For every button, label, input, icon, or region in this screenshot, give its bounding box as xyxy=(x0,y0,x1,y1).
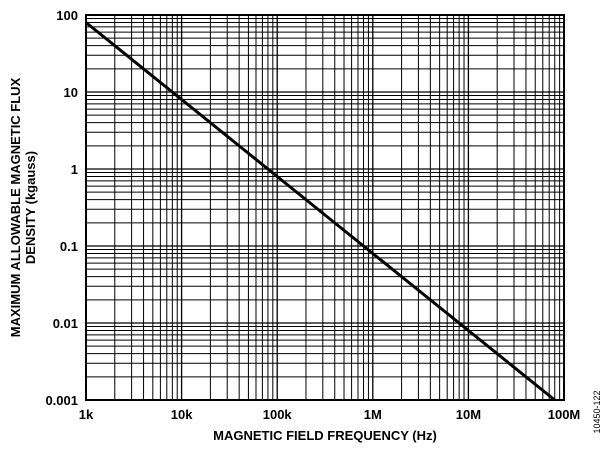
x-tick-label: 10k xyxy=(171,407,193,422)
y-tick-label: 0.1 xyxy=(60,239,78,254)
y-tick-label: 1 xyxy=(71,162,78,177)
series-line xyxy=(85,21,556,402)
y-tick-label: 0.01 xyxy=(53,316,78,331)
x-tick-label: 10M xyxy=(456,407,481,422)
y-axis-title-line-1: MAXIMUM ALLOWABLE MAGNETIC FLUX xyxy=(8,77,23,337)
x-tick-label: 1M xyxy=(364,407,382,422)
figure-id: 10450-122 xyxy=(592,390,602,433)
plot-frame xyxy=(85,14,565,401)
y-tick-label: 10 xyxy=(64,85,78,100)
grid xyxy=(85,15,564,401)
y-tick-label: 0.001 xyxy=(45,393,78,408)
x-tick-label: 100k xyxy=(263,407,293,422)
x-tick-label: 100M xyxy=(548,407,581,422)
x-tick-labels: 1k 10k 100k 1M 10M 100M xyxy=(79,407,581,422)
x-axis-title: MAGNETIC FIELD FREQUENCY (Hz) xyxy=(213,428,437,443)
y-tick-label: 100 xyxy=(56,8,78,23)
x-tick-label: 1k xyxy=(79,407,94,422)
y-tick-labels: 0.001 0.01 0.1 1 10 100 xyxy=(45,8,78,408)
y-axis-title-line-2: DENSITY (kgauss) xyxy=(23,151,38,264)
